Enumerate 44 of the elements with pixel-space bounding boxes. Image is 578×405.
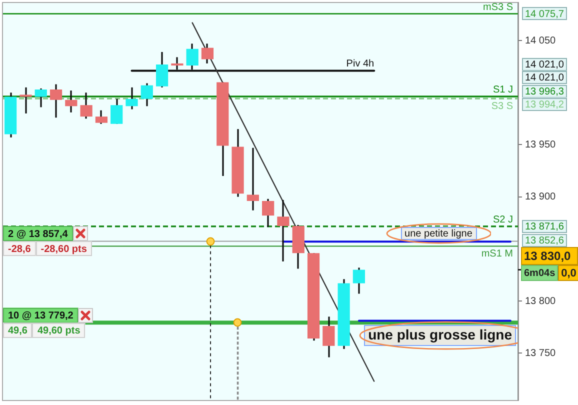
candlestick	[140, 82, 153, 107]
annotation: 49,60 pts	[37, 325, 81, 336]
candlestick	[95, 110, 108, 125]
ref-line-label: S3 S	[491, 100, 514, 112]
ref-line-label: 2 @ 13 857,4	[8, 228, 68, 240]
ref-line-label: 10 @ 13 779,2	[8, 310, 74, 322]
candlestick	[50, 83, 62, 118]
candlestick	[110, 98, 123, 125]
candlestick	[65, 90, 78, 114]
y-tick-label: 13 750	[525, 348, 556, 359]
series-label: Piv 4h	[346, 58, 374, 70]
text: 14 021,0	[525, 59, 564, 70]
text: 14 021,0	[525, 72, 564, 84]
ref-line-label: mS3 S	[482, 2, 514, 13]
y-tick-label: 13 900	[525, 192, 556, 203]
ref-line-label: mS1 M	[481, 248, 513, 260]
candlestick	[80, 92, 92, 120]
annotation: -28,6	[8, 244, 32, 255]
y-tick-label: 13 800	[525, 296, 556, 307]
candlestick	[352, 266, 366, 295]
text: 0,0	[561, 268, 576, 280]
candlestick	[126, 86, 138, 110]
annotation: -28,60 pts	[40, 244, 88, 255]
text: 13 994,2	[525, 99, 564, 110]
candlestick	[34, 88, 47, 108]
annotation: 49,6	[8, 325, 28, 336]
candlestick	[322, 316, 335, 358]
text: 6m04s	[524, 268, 556, 280]
text: 14 075,7	[525, 8, 564, 20]
series-label: une plus grosse ligne	[368, 326, 512, 343]
text: 13 852,6	[525, 236, 564, 247]
y-tick-label: 13 950	[525, 139, 556, 150]
y-tick-label: 14 050	[525, 35, 556, 46]
text: 13 871,6	[525, 222, 564, 233]
candlestick	[20, 86, 32, 114]
ref-line-label: S2 J	[492, 214, 513, 226]
candlestick	[277, 199, 290, 262]
series-label: une petite ligne	[404, 228, 473, 240]
candlestick	[201, 42, 214, 64]
text: 13 996,3	[525, 86, 564, 98]
candlestick	[246, 147, 259, 212]
text: 13 830,0	[524, 248, 572, 263]
ref-line-label: S1 J	[492, 84, 513, 96]
candlestick	[262, 198, 274, 228]
